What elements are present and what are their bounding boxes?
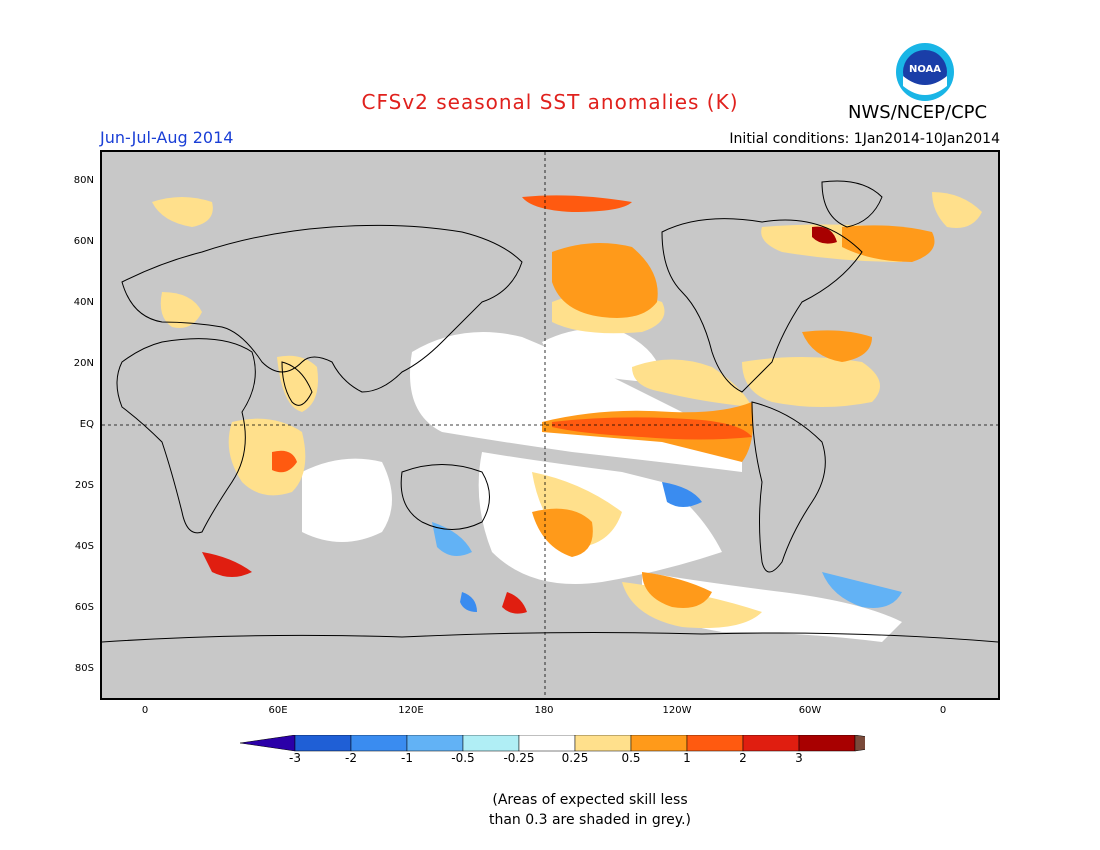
agency-label: NWS/NCEP/CPC (848, 102, 988, 123)
lon-label: 180 (534, 705, 554, 716)
lat-label: 40S (74, 541, 94, 552)
lon-label: 0 (141, 705, 149, 716)
initial-conditions-label: Initial conditions: 1Jan2014-10Jan2014 (729, 131, 1000, 147)
colorbar-label: -1 (401, 751, 413, 765)
colorbar-label: -2 (345, 751, 357, 765)
colorbar-label: 0.5 (621, 751, 641, 765)
sst-anomaly-map (100, 150, 1000, 700)
colorbar-label: 3 (795, 751, 803, 765)
graticule (102, 152, 998, 698)
lon-label: 0 (939, 705, 947, 716)
lat-label: 40N (73, 297, 94, 308)
colorbar-label: -0.25 (503, 751, 535, 765)
colorbar-label: -0.5 (451, 751, 475, 765)
skill-note-line2: than 0.3 are shaded in grey.) (488, 812, 691, 828)
colorbar-swatch (630, 734, 688, 752)
colorbar-swatch (462, 734, 520, 752)
colorbar-label: 2 (739, 751, 747, 765)
lat-label: 60N (73, 236, 94, 247)
colorbar-arrow-high (854, 734, 911, 752)
map-title: CFSv2 seasonal SST anomalies (K) (361, 90, 739, 114)
colorbar-label: 1 (683, 751, 691, 765)
colorbar-arrow-low (239, 734, 296, 752)
lat-label: 80N (73, 175, 94, 186)
lon-label: 120E (398, 705, 424, 716)
colorbar-swatch (686, 734, 744, 752)
colorbar-swatch (518, 734, 576, 752)
skill-note-line1: (Areas of expected skill less (492, 792, 688, 808)
colorbar-swatch (406, 734, 464, 752)
svg-text:NOAA: NOAA (909, 64, 941, 75)
anomaly-shading (152, 192, 982, 642)
colorbar-swatch (798, 734, 856, 752)
colorbar-swatch (742, 734, 800, 752)
lat-label: 60S (74, 602, 94, 613)
colorbar-swatch (294, 734, 352, 752)
lat-label: 20S (74, 480, 94, 491)
skill-note: (Areas of expected skill less than 0.3 a… (460, 790, 720, 830)
noaa-logo: NOAA (895, 42, 955, 102)
season-label: Jun-Jul-Aug 2014 (100, 128, 234, 147)
lat-label: EQ (79, 419, 94, 430)
colorbar-label: -3 (289, 751, 301, 765)
colorbar-label: 0.25 (561, 751, 589, 765)
lon-label: 60E (268, 705, 288, 716)
lat-label: 20N (73, 358, 94, 369)
coastlines (102, 180, 998, 643)
lon-label: 60W (798, 705, 822, 716)
colorbar-swatch (574, 734, 632, 752)
lat-label: 80S (74, 663, 94, 674)
colorbar-swatch (350, 734, 408, 752)
lon-label: 120W (662, 705, 692, 716)
